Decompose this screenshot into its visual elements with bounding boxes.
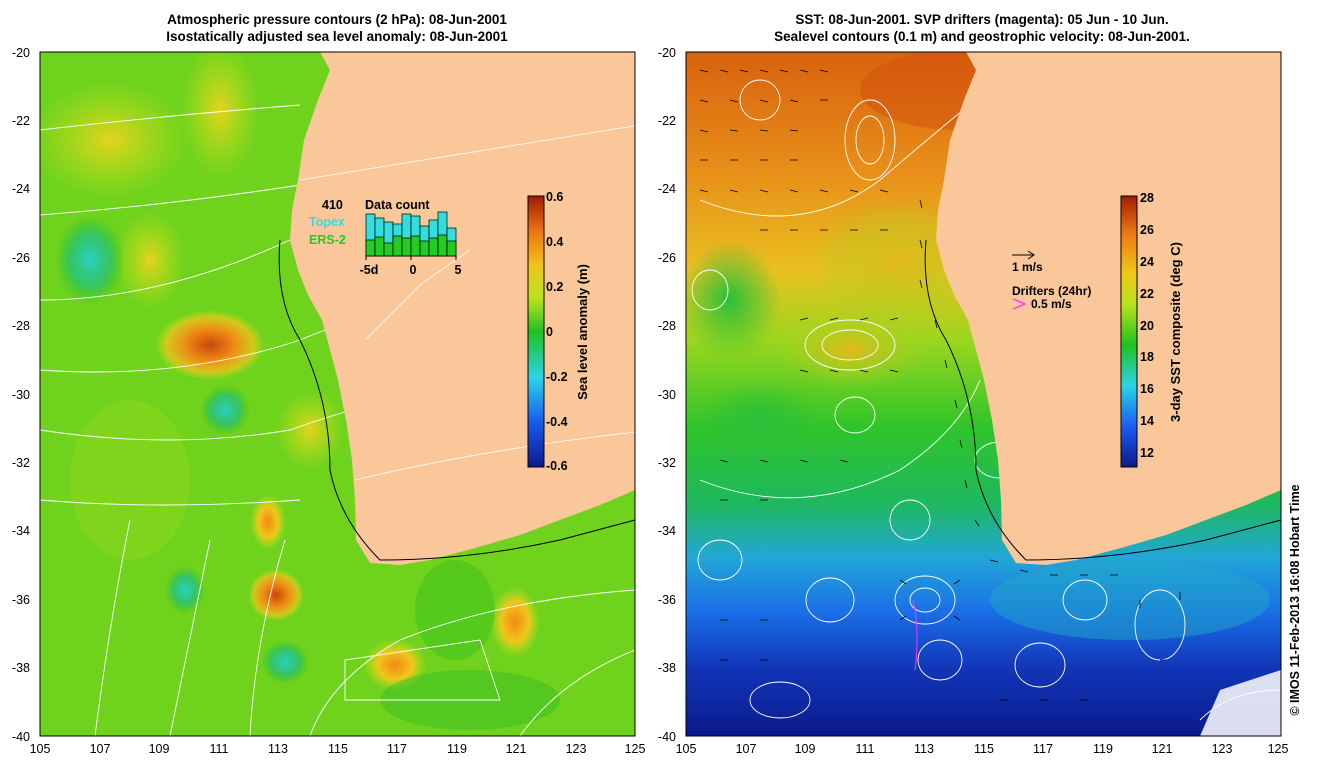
colorbar-tick: 0.6 <box>546 190 563 204</box>
y-tick-label: -38 <box>658 661 676 675</box>
colorbar-tick: 14 <box>1140 414 1154 428</box>
y-tick-label: -26 <box>658 251 676 265</box>
x-tick-label: 107 <box>736 742 757 756</box>
data-count-axis-tick: 0 <box>410 263 417 277</box>
drifters-label: Drifters (24hr) <box>1012 284 1091 298</box>
x-tick-label: 111 <box>209 742 228 756</box>
right-map: SST: 08-Jun-2001. SVP drifters (magenta)… <box>658 12 1289 756</box>
drifter-track <box>912 599 918 671</box>
sla-colorbar: 0.6 0.4 0.2 0 -0.2 -0.4 -0.6 Sea level a… <box>527 190 590 473</box>
y-tick-label: -30 <box>12 388 30 402</box>
colorbar-tick: 0 <box>546 325 553 339</box>
x-tick-label: 115 <box>328 742 348 756</box>
y-tick-label: -40 <box>12 730 30 744</box>
drifter-speed-label: 0.5 m/s <box>1031 297 1072 311</box>
colorbar-tick: 20 <box>1140 319 1154 333</box>
x-tick-label: 113 <box>268 742 288 756</box>
left-title-line2: Isostatically adjusted sea level anomaly… <box>166 29 508 44</box>
x-tick-label: 107 <box>90 742 111 756</box>
x-tick-label: 105 <box>676 742 697 756</box>
velocity-scale-label: 1 m/s <box>1012 260 1043 274</box>
left-map: Atmospheric pressure contours (2 hPa): 0… <box>12 12 646 756</box>
x-tick-label: 121 <box>1152 742 1173 756</box>
y-tick-label: -22 <box>658 114 676 128</box>
y-tick-label: -26 <box>12 251 30 265</box>
x-tick-label: 105 <box>30 742 51 756</box>
velocity-legend: 1 m/s Drifters (24hr) 0.5 m/s <box>1012 250 1091 311</box>
x-tick-label: 125 <box>625 742 646 756</box>
sst-field <box>686 52 1281 736</box>
data-count-title: Data count <box>365 198 430 212</box>
ers2-label: ERS-2 <box>309 233 346 247</box>
x-tick-label: 109 <box>149 742 170 756</box>
shelf-contour-right <box>924 239 1282 561</box>
sst-colorbar: 28 26 24 22 20 18 16 14 12 3-day SST com… <box>1120 191 1183 468</box>
colorbar-tick: 16 <box>1140 382 1154 396</box>
y-tick-label: -20 <box>12 46 30 60</box>
colorbar-tick: -0.2 <box>546 370 568 384</box>
data-count-bars <box>365 211 457 257</box>
y-tick-label: -32 <box>12 456 30 470</box>
data-count-axis-tick: 5 <box>455 263 462 277</box>
y-tick-label: -32 <box>658 456 676 470</box>
australia-land-left <box>290 52 635 565</box>
right-title-line1: SST: 08-Jun-2001. SVP drifters (magenta)… <box>795 12 1168 27</box>
topex-label: Topex <box>309 215 345 229</box>
y-tick-label: -30 <box>658 388 676 402</box>
left-x-ticks: 105 107 109 111 113 115 117 119 121 123 … <box>30 742 646 756</box>
y-tick-label: -34 <box>12 524 30 538</box>
colorbar-tick: 28 <box>1140 191 1154 205</box>
y-tick-label: -24 <box>12 182 30 196</box>
y-tick-label: -40 <box>658 730 676 744</box>
x-tick-label: 119 <box>447 742 467 756</box>
x-tick-label: 119 <box>1093 742 1113 756</box>
australia-land-right <box>936 52 1281 565</box>
y-tick-label: -20 <box>658 46 676 60</box>
right-title-line2: Sealevel contours (0.1 m) and geostrophi… <box>774 29 1190 44</box>
colorbar-tick: 12 <box>1140 446 1154 460</box>
y-tick-label: -36 <box>658 593 676 607</box>
colorbar-tick: 26 <box>1140 223 1154 237</box>
right-y-ticks: -20 -22 -24 -26 -28 -30 -32 -34 -36 -38 … <box>658 46 676 744</box>
x-tick-label: 115 <box>974 742 994 756</box>
geostrophic-velocity-arrows <box>699 69 1181 701</box>
colorbar-tick: 24 <box>1140 255 1154 269</box>
x-tick-label: 117 <box>1033 742 1053 756</box>
y-tick-label: -28 <box>658 319 676 333</box>
colorbar-tick: -0.6 <box>546 459 568 473</box>
x-tick-label: 117 <box>387 742 407 756</box>
colorbar-label: 3-day SST composite (deg C) <box>1168 242 1183 422</box>
y-tick-label: -28 <box>12 319 30 333</box>
data-count-total: 410 <box>322 198 343 212</box>
credit: © IMOS 11-Feb-2013 16:08 Hobart Time <box>1288 484 1302 715</box>
left-title-line1: Atmospheric pressure contours (2 hPa): 0… <box>167 12 507 27</box>
x-tick-label: 111 <box>855 742 874 756</box>
colorbar-tick: 22 <box>1140 287 1154 301</box>
x-tick-label: 121 <box>506 742 527 756</box>
y-tick-label: -34 <box>658 524 676 538</box>
x-tick-label: 123 <box>1212 742 1233 756</box>
colorbar-tick: 0.2 <box>546 280 563 294</box>
data-count-axis-tick: -5d <box>360 263 379 277</box>
y-tick-label: -36 <box>12 593 30 607</box>
colorbar-tick: -0.4 <box>546 415 568 429</box>
right-x-ticks: 105 107 109 111 113 115 117 119 121 123 … <box>676 742 1289 756</box>
data-count-inset: 410 Topex ERS-2 Data count <box>309 198 462 277</box>
x-tick-label: 113 <box>914 742 934 756</box>
colorbar-tick: 18 <box>1140 350 1154 364</box>
shelf-contour-left <box>278 239 636 561</box>
y-tick-label: -38 <box>12 661 30 675</box>
drifter-arrow-icon <box>1012 298 1027 310</box>
velocity-scale-arrow-icon <box>1012 250 1035 260</box>
colorbar-label: Sea level anomaly (m) <box>575 264 590 400</box>
x-tick-label: 123 <box>566 742 587 756</box>
x-tick-label: 125 <box>1268 742 1289 756</box>
x-tick-label: 109 <box>795 742 816 756</box>
left-y-ticks: -20 -22 -24 -26 -28 -30 -32 -34 -36 -38 … <box>12 46 30 744</box>
colorbar-tick: 0.4 <box>546 235 563 249</box>
y-tick-label: -22 <box>12 114 30 128</box>
y-tick-label: -24 <box>658 182 676 196</box>
